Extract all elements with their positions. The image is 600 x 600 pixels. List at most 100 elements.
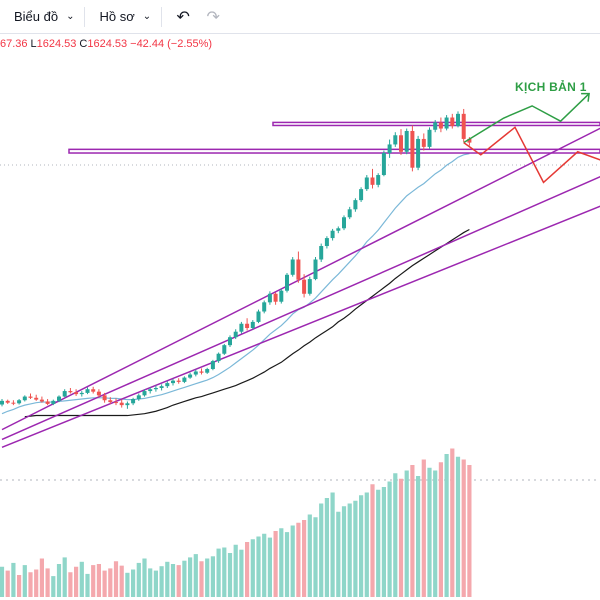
- candle-up: [313, 259, 318, 280]
- candle-up: [0, 400, 4, 405]
- volume-bar: [136, 562, 141, 597]
- candle-down: [245, 323, 250, 329]
- volume-bar: [159, 566, 164, 597]
- volume-bar: [353, 500, 358, 597]
- candle-down: [176, 380, 181, 382]
- volume-bar: [113, 561, 119, 597]
- candle-up: [427, 129, 432, 147]
- trendline: [1, 175, 600, 441]
- volume-bar: [273, 531, 278, 597]
- candle-down: [273, 293, 278, 302]
- candle-up: [228, 337, 232, 346]
- candle-down: [410, 130, 415, 168]
- volume-bar: [319, 503, 324, 597]
- volume-bar: [341, 506, 347, 597]
- volume-bar: [433, 470, 438, 597]
- scenario-up-path: [463, 93, 590, 144]
- undo-icon[interactable]: ↶: [176, 8, 190, 26]
- change-value: −42.44 (−2.55%): [130, 38, 213, 50]
- ma-fast-line: [1, 153, 470, 415]
- candle-down: [450, 117, 455, 127]
- candle-up: [148, 389, 153, 392]
- candle-down: [438, 122, 443, 129]
- volume-bar: [0, 566, 5, 597]
- volume-bar: [347, 503, 352, 597]
- candle-down: [28, 396, 33, 398]
- candle-down: [114, 402, 118, 404]
- volume-bar: [22, 565, 27, 597]
- candle-down: [34, 397, 39, 400]
- chart-menu-label: Biểu đồ: [14, 9, 59, 24]
- profile-menu-label: Hồ sơ: [99, 9, 135, 24]
- candle-down: [370, 177, 375, 185]
- volume-bar: [324, 498, 329, 597]
- volume-bar: [421, 459, 426, 597]
- candle-up: [216, 353, 221, 362]
- candle-up: [188, 374, 193, 378]
- volume-bar: [279, 528, 284, 597]
- volume-bar: [398, 478, 404, 597]
- volume-bar: [74, 566, 79, 597]
- candle-up: [433, 122, 438, 130]
- volume-bar: [102, 570, 107, 597]
- candle-up: [153, 388, 158, 390]
- redo-icon[interactable]: ↷: [206, 8, 220, 26]
- volume-bar: [381, 487, 386, 597]
- candle-down: [296, 259, 301, 280]
- trendline: [1, 205, 600, 449]
- candle-down: [39, 399, 44, 402]
- level-band: [68, 148, 600, 154]
- volume-bar: [387, 481, 392, 597]
- scenario-arrowhead: [581, 92, 590, 102]
- candle-up: [171, 380, 175, 384]
- volume-bar: [96, 564, 101, 597]
- candle-up: [165, 383, 170, 387]
- volume-bar: [45, 568, 50, 597]
- ohlc-legend: 67.36 L1624.53 C1624.53 −42.44 (−2.55%): [0, 38, 215, 54]
- candle-up: [404, 130, 409, 152]
- candle-up: [416, 138, 421, 168]
- candle-down: [199, 371, 204, 373]
- candle-up: [330, 230, 335, 239]
- volume-bar: [199, 561, 204, 597]
- candle-up: [222, 345, 227, 354]
- volume-bar: [165, 561, 170, 597]
- candle-up: [210, 361, 215, 370]
- candle-down: [74, 392, 79, 395]
- candle-up: [159, 386, 164, 388]
- candle-up: [359, 189, 364, 201]
- low-value: 1624.53: [36, 38, 77, 50]
- volume-bar: [416, 476, 421, 597]
- candle-down: [102, 395, 107, 401]
- volume-bar: [284, 532, 290, 597]
- close-value: 1624.53: [87, 38, 128, 50]
- candle-up: [250, 321, 255, 329]
- candle-up: [393, 135, 398, 145]
- volume-bar: [210, 556, 215, 597]
- volume-bar: [148, 568, 153, 597]
- profile-menu-button[interactable]: Hồ sơ ⌄: [85, 0, 161, 34]
- candle-down: [68, 391, 73, 393]
- candle-up: [381, 153, 386, 176]
- chart-menu-button[interactable]: Biểu đồ ⌄: [0, 0, 84, 34]
- volume-bar: [364, 492, 369, 597]
- candle-up: [262, 302, 267, 312]
- volume-bar: [444, 454, 449, 597]
- candle-up: [142, 391, 147, 396]
- candle-up: [79, 392, 84, 395]
- candle-up: [290, 259, 295, 275]
- volume-bar: [125, 572, 130, 597]
- volume-bar: [142, 558, 147, 597]
- volume-bar: [131, 569, 136, 597]
- candle-up: [239, 323, 244, 332]
- ma-slow-line: [24, 228, 470, 418]
- candle-up: [307, 279, 312, 294]
- volume-bar: [51, 576, 56, 597]
- candle-down: [302, 279, 307, 294]
- volume-bar: [330, 492, 335, 597]
- volume-bar: [307, 514, 312, 597]
- volume-bar: [467, 465, 472, 597]
- volume-bar: [336, 511, 341, 597]
- candle-up: [353, 200, 358, 210]
